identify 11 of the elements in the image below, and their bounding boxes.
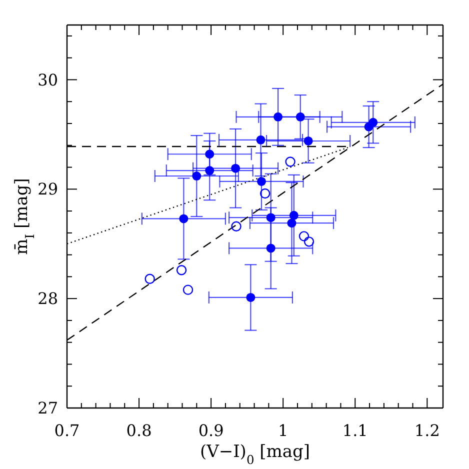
x-tick-label: 0.8 [126, 421, 152, 440]
x-axis-title: (V−I)$_{0}$ [mag] [200, 442, 310, 467]
y-tick-label: 29 [38, 180, 58, 199]
x-tick-label: 1.2 [414, 421, 440, 440]
x-tick-label: 1 [278, 421, 288, 440]
y-tick-label: 28 [38, 289, 58, 308]
y-tick-label: 27 [38, 398, 58, 418]
x-tick-label: 0.7 [54, 421, 80, 440]
x-tick-label: 0.9 [198, 421, 224, 440]
x-tick-label: 1.1 [342, 421, 368, 440]
y-tick-label: 30 [38, 70, 58, 90]
